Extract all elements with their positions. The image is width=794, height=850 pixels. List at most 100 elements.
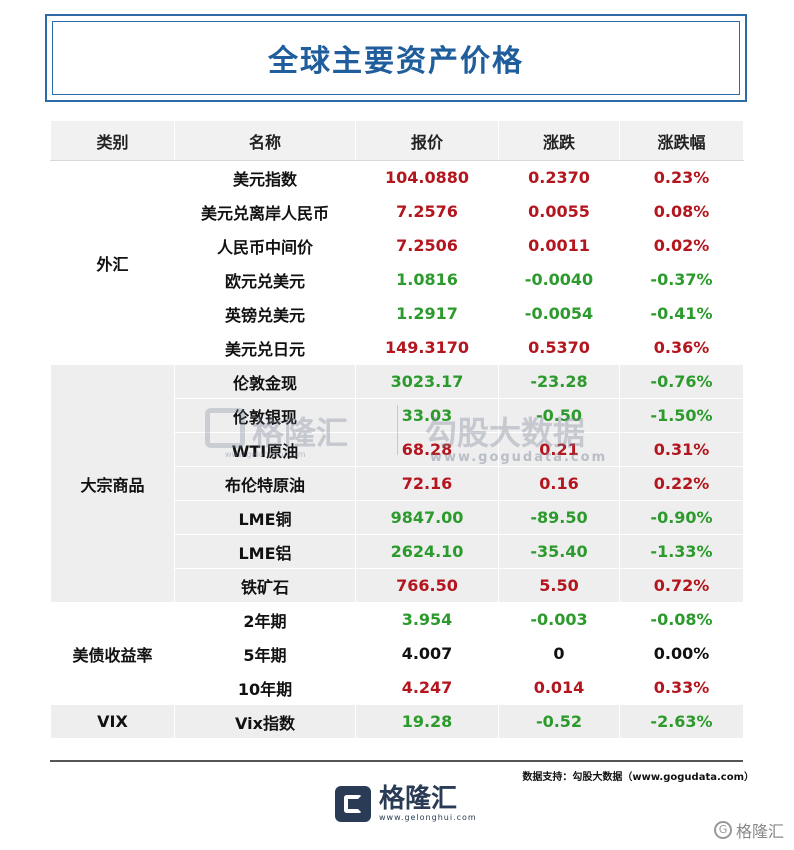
asset-price-table: 类别 名称 报价 涨跌 涨跌幅 外汇 美元指数 104.0880 0.2370 0.23… — [50, 120, 744, 739]
asset-name-cell: 英镑兑美元 — [174, 296, 356, 331]
column-header-name: 名称 — [174, 120, 356, 161]
asset-name-cell: 伦敦金现 — [174, 364, 356, 399]
category-cell: 大宗商品 — [50, 364, 175, 603]
price-cell: 68.28 — [355, 432, 499, 467]
pct-cell: -1.50% — [619, 398, 744, 433]
brand-logo: 格隆汇 www.gelonghui.com — [335, 785, 477, 822]
pct-cell: -0.08% — [619, 602, 744, 637]
table-row: 美元兑日元 149.3170 0.5370 0.36% — [51, 330, 744, 365]
price-cell: 766.50 — [355, 568, 499, 603]
table-row: 人民币中间价 7.2506 0.0011 0.02% — [51, 228, 744, 263]
table-row: 英镑兑美元 1.2917 -0.0054 -0.41% — [51, 296, 744, 331]
table-row: 铁矿石 766.50 5.50 0.72% — [51, 568, 744, 603]
table-row: 布伦特原油 72.16 0.16 0.22% — [51, 466, 744, 501]
pct-cell: 0.22% — [619, 466, 744, 501]
table-row: 美元兑离岸人民币 7.2576 0.0055 0.08% — [51, 194, 744, 229]
change-cell: -23.28 — [498, 364, 620, 399]
price-cell: 3023.17 — [355, 364, 499, 399]
price-cell: 3.954 — [355, 602, 499, 637]
table-row: 伦敦银现 33.03 -0.50 -1.50% — [51, 398, 744, 433]
pct-cell: 0.36% — [619, 330, 744, 365]
table-row: 欧元兑美元 1.0816 -0.0040 -0.37% — [51, 262, 744, 297]
column-header-price: 报价 — [355, 120, 499, 161]
asset-name-cell: LME铝 — [174, 534, 356, 569]
price-cell: 7.2506 — [355, 228, 499, 263]
price-cell: 104.0880 — [355, 160, 499, 195]
pct-cell: 0.23% — [619, 160, 744, 195]
change-cell: 0 — [498, 636, 620, 671]
asset-name-cell: 伦敦银现 — [174, 398, 356, 433]
table-bottom-rule — [50, 760, 743, 762]
asset-name-cell: 布伦特原油 — [174, 466, 356, 501]
column-header-change: 涨跌 — [498, 120, 620, 161]
asset-name-cell: 5年期 — [174, 636, 356, 671]
category-cell: VIX — [50, 704, 175, 739]
price-cell: 149.3170 — [355, 330, 499, 365]
change-cell: -0.52 — [498, 704, 620, 739]
price-cell: 1.0816 — [355, 262, 499, 297]
change-cell: -0.0054 — [498, 296, 620, 331]
column-header-pct: 涨跌幅 — [619, 120, 744, 161]
brand-url: www.gelonghui.com — [379, 813, 477, 822]
table-header-row: 类别 名称 报价 涨跌 涨跌幅 — [50, 120, 744, 161]
asset-name-cell: 美元兑离岸人民币 — [174, 194, 356, 229]
change-cell: 0.16 — [498, 466, 620, 501]
pct-cell: -0.41% — [619, 296, 744, 331]
corner-watermark: G 格隆汇 — [713, 818, 784, 842]
corner-logo-icon: G — [713, 821, 732, 839]
price-cell: 19.28 — [355, 704, 499, 739]
change-cell: 0.21 — [498, 432, 620, 467]
table-row: 5年期 4.007 0 0.00% — [51, 636, 744, 671]
watermark-logo-icon — [205, 408, 245, 448]
table-row: LME铝 2624.10 -35.40 -1.33% — [51, 534, 744, 569]
pct-cell: -2.63% — [619, 704, 744, 739]
change-cell: -89.50 — [498, 500, 620, 535]
watermark-divider — [397, 405, 398, 455]
asset-name-cell: 2年期 — [174, 602, 356, 637]
pct-cell: -1.33% — [619, 534, 744, 569]
pct-cell: 0.33% — [619, 670, 744, 705]
asset-name-cell: 美元兑日元 — [174, 330, 356, 365]
pct-cell: 0.31% — [619, 432, 744, 467]
change-cell: -0.003 — [498, 602, 620, 637]
asset-name-cell: 欧元兑美元 — [174, 262, 356, 297]
asset-name-cell: 美元指数 — [174, 160, 356, 195]
category-cell: 外汇 — [50, 160, 175, 365]
price-cell: 72.16 — [355, 466, 499, 501]
brand-logo-icon — [335, 785, 371, 822]
pct-cell: 0.00% — [619, 636, 744, 671]
table-row: LME铜 9847.00 -89.50 -0.90% — [51, 500, 744, 535]
column-header-category: 类别 — [50, 120, 175, 161]
asset-name-cell: 铁矿石 — [174, 568, 356, 603]
change-cell: -0.0040 — [498, 262, 620, 297]
price-cell: 33.03 — [355, 398, 499, 433]
table-row: 10年期 4.247 0.014 0.33% — [51, 670, 744, 705]
pct-cell: -0.90% — [619, 500, 744, 535]
table-row: VIX Vix指数 19.28 -0.52 -2.63% — [50, 704, 744, 739]
table-row: 外汇 美元指数 104.0880 0.2370 0.23% — [50, 160, 744, 365]
asset-name-cell: 人民币中间价 — [174, 228, 356, 263]
category-cell: 美债收益率 — [50, 602, 175, 705]
price-cell: 4.247 — [355, 670, 499, 705]
pct-cell: 0.02% — [619, 228, 744, 263]
corner-watermark-text: 格隆汇 — [735, 822, 784, 841]
change-cell: 0.014 — [498, 670, 620, 705]
table-row: 大宗商品 伦敦金现 3023.17 -23.28 -0.76% — [50, 364, 744, 603]
pct-cell: -0.76% — [619, 364, 744, 399]
pct-cell: -0.37% — [619, 262, 744, 297]
change-cell: 0.0055 — [498, 194, 620, 229]
change-cell: 0.5370 — [498, 330, 620, 365]
asset-name-cell: 10年期 — [174, 670, 356, 705]
brand-name: 格隆汇 — [379, 784, 458, 814]
price-cell: 2624.10 — [355, 534, 499, 569]
price-cell: 9847.00 — [355, 500, 499, 535]
watermark-left-url: www.gelonghui.com — [225, 450, 306, 459]
asset-name-cell: LME铜 — [174, 500, 356, 535]
page-title: 全球主要资产价格 — [268, 44, 524, 79]
watermark-right-url: www.gogudata.com — [430, 450, 608, 465]
change-cell: 0.2370 — [498, 160, 620, 195]
table-row: 美债收益率 2年期 3.954 -0.003 -0.08% — [50, 602, 744, 705]
title-inner-frame: 全球主要资产价格 — [52, 21, 740, 95]
table-body: 外汇 美元指数 104.0880 0.2370 0.23% 美元兑离岸人民币 7.2576 0… — [50, 160, 744, 739]
change-cell: -0.50 — [498, 398, 620, 433]
